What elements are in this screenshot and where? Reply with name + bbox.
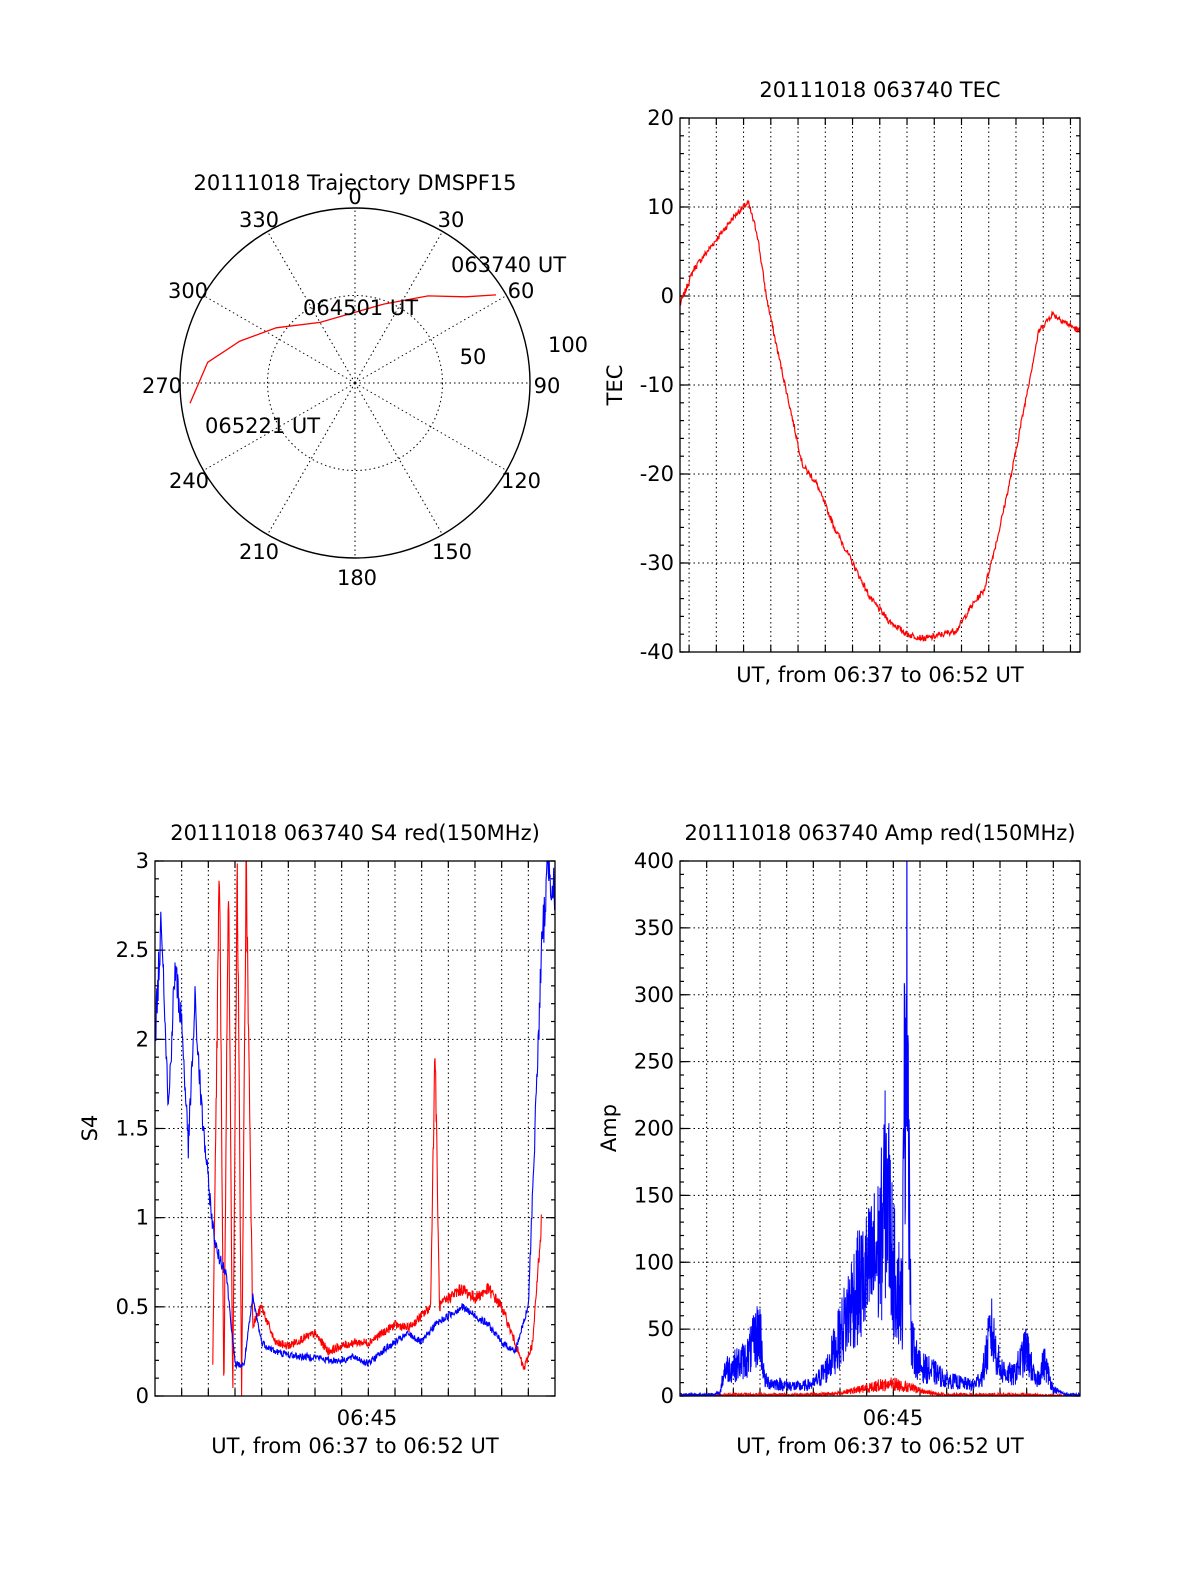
y-tick-label: 1.5 [116,1117,149,1141]
tec-grid [680,117,1080,653]
polar-angle-label: 30 [438,208,465,232]
s4-y-axis-label: S4 [78,1115,102,1142]
s4-x-tick-label: 06:45 [337,1406,398,1430]
y-tick-label: 0 [661,1384,674,1408]
series-red-line [680,199,1080,642]
s4-plot-frame [154,860,556,1397]
tec-y-tick-labels: 20 10 0 -10 -20 -30 -40 [640,106,674,664]
trajectory-polar-panel: 20111018 Trajectory DMSPF15 0 30 60 90 120 15… [142,171,588,590]
trajectory-title: 20111018 Trajectory DMSPF15 [193,171,516,195]
y-tick-label: 1 [136,1206,149,1230]
series-red-line [680,1377,1080,1396]
trajectory-line [189,294,497,404]
y-tick-label: 50 [647,1317,674,1341]
s4-x-axis-label: UT, from 06:37 to 06:52 UT [211,1434,499,1458]
polar-angle-label: 240 [169,469,209,493]
series-blue-line [680,861,1080,1396]
tec-plot-frame [679,117,1081,653]
y-tick-label: 10 [647,195,674,219]
polar-radius-labels: 50 100 [460,333,588,369]
y-tick-label: 350 [634,916,674,940]
series-blue-line [155,861,555,1370]
y-tick-label: 0 [136,1384,149,1408]
polar-spoke [267,382,356,535]
y-tick-label: 0.5 [116,1295,149,1319]
polar-grid [179,207,531,559]
y-tick-label: -20 [640,462,674,486]
polar-angle-label: 0 [348,185,361,209]
polar-radius-label: 50 [460,345,487,369]
polar-angle-label: 60 [508,279,535,303]
trajectory-time-label: 065221 UT [205,414,320,438]
s4-title: 20111018 063740 S4 red(150MHz) [170,821,540,845]
tec-title: 20111018 063740 TEC [759,78,1000,102]
polar-angle-label: 300 [168,279,208,303]
trajectory-annotations: 063740 UT 064501 UT 065221 UT [205,253,566,438]
polar-angle-label: 270 [142,374,182,398]
amp-x-tick-label: 06:45 [863,1406,924,1430]
amp-series [680,861,1080,1396]
y-tick-label: 200 [634,1117,674,1141]
y-tick-label: 100 [634,1250,674,1274]
y-tick-label: -30 [640,551,674,575]
polar-angle-label: 120 [501,469,541,493]
amp-grid [680,860,1080,1397]
y-tick-label: -10 [640,373,674,397]
y-tick-label: 3 [136,849,149,873]
trajectory-time-label: 064501 UT [303,296,418,320]
amp-y-axis-label: Amp [597,1104,621,1152]
s4-y-tick-labels: 3 2.5 2 1.5 1 0.5 0 [116,849,149,1408]
tec-series [680,199,1080,642]
amp-plot-frame [679,860,1081,1397]
y-tick-label: 400 [634,849,674,873]
y-tick-label: 2.5 [116,938,149,962]
tec-x-axis-label: UT, from 06:37 to 06:52 UT [736,663,1024,687]
polar-angle-label: 180 [337,566,377,590]
polar-angle-labels: 0 30 60 90 120 150 180 210 240 270 300 330 [142,185,560,590]
tec-panel: 20111018 063740 TEC 20 10 0 -10 -20 -30 -40 UT… [603,78,1081,687]
polar-angle-label: 90 [534,374,561,398]
series-red-line [212,861,543,1396]
y-tick-label: 2 [136,1027,149,1051]
s4-series [155,861,555,1396]
polar-angle-label: 330 [239,208,279,232]
amp-title: 20111018 063740 Amp red(150MHz) [684,821,1075,845]
polar-angle-label: 210 [239,540,279,564]
amp-panel: 20111018 063740 Amp red(150MHz) 400 350 30… [597,821,1081,1458]
polar-range-ring [267,295,443,471]
trajectory-series [189,294,497,404]
s4-panel: 20111018 063740 S4 red(150MHz) 3 2.5 2 1.5 1… [78,821,556,1458]
amp-y-tick-labels: 400 350 300 250 200 150 100 50 0 [634,849,674,1408]
polar-outer-circle [179,207,531,559]
y-tick-label: 150 [634,1183,674,1207]
y-tick-label: 300 [634,983,674,1007]
trajectory-time-label: 063740 UT [451,253,566,277]
s4-grid [155,860,555,1397]
amp-x-axis-label: UT, from 06:37 to 06:52 UT [736,1434,1024,1458]
polar-angle-label: 150 [432,540,472,564]
y-tick-label: 0 [661,284,674,308]
y-tick-label: 20 [647,106,674,130]
polar-radius-label: 100 [548,333,588,357]
y-tick-label: -40 [640,640,674,664]
y-tick-label: 250 [634,1050,674,1074]
tec-y-axis-label: TEC [603,365,627,407]
